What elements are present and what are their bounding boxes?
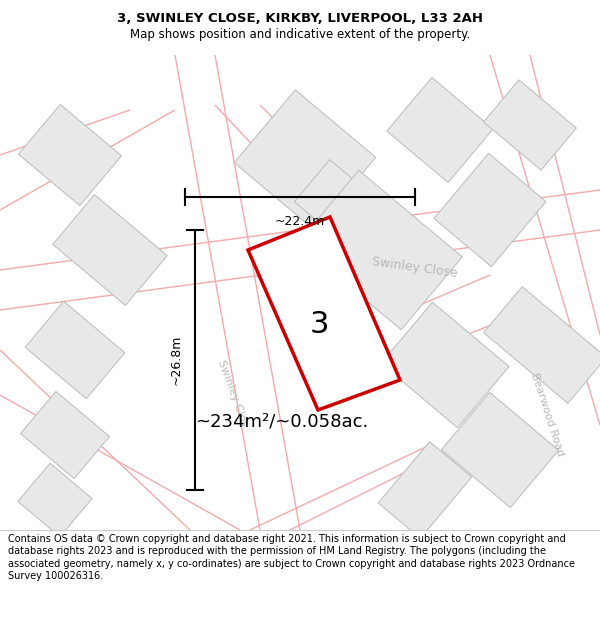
Text: 3, SWINLEY CLOSE, KIRKBY, LIVERPOOL, L33 2AH: 3, SWINLEY CLOSE, KIRKBY, LIVERPOOL, L33… (117, 12, 483, 25)
Polygon shape (442, 392, 559, 508)
Polygon shape (378, 442, 472, 538)
Polygon shape (19, 104, 122, 206)
Polygon shape (18, 463, 92, 537)
Polygon shape (20, 391, 109, 479)
Polygon shape (295, 159, 376, 241)
Text: ~234m²/~0.058ac.: ~234m²/~0.058ac. (195, 413, 368, 431)
Polygon shape (484, 80, 577, 170)
Polygon shape (434, 153, 546, 267)
Polygon shape (381, 302, 509, 428)
Polygon shape (298, 170, 462, 330)
Polygon shape (387, 78, 493, 182)
Text: ~26.8m: ~26.8m (170, 335, 183, 385)
Polygon shape (484, 287, 600, 403)
Polygon shape (53, 194, 167, 306)
Polygon shape (25, 301, 125, 399)
Text: Map shows position and indicative extent of the property.: Map shows position and indicative extent… (130, 28, 470, 41)
Polygon shape (234, 90, 376, 230)
Text: Bearwood Road: Bearwood Road (529, 372, 565, 458)
Text: Contains OS data © Crown copyright and database right 2021. This information is : Contains OS data © Crown copyright and d… (8, 534, 575, 581)
Text: ~22.4m: ~22.4m (275, 215, 325, 228)
Text: 3: 3 (309, 310, 329, 339)
Polygon shape (248, 217, 400, 410)
Text: Swinley Clos: Swinley Clos (217, 358, 250, 428)
Text: Swinley Close: Swinley Close (371, 256, 458, 281)
